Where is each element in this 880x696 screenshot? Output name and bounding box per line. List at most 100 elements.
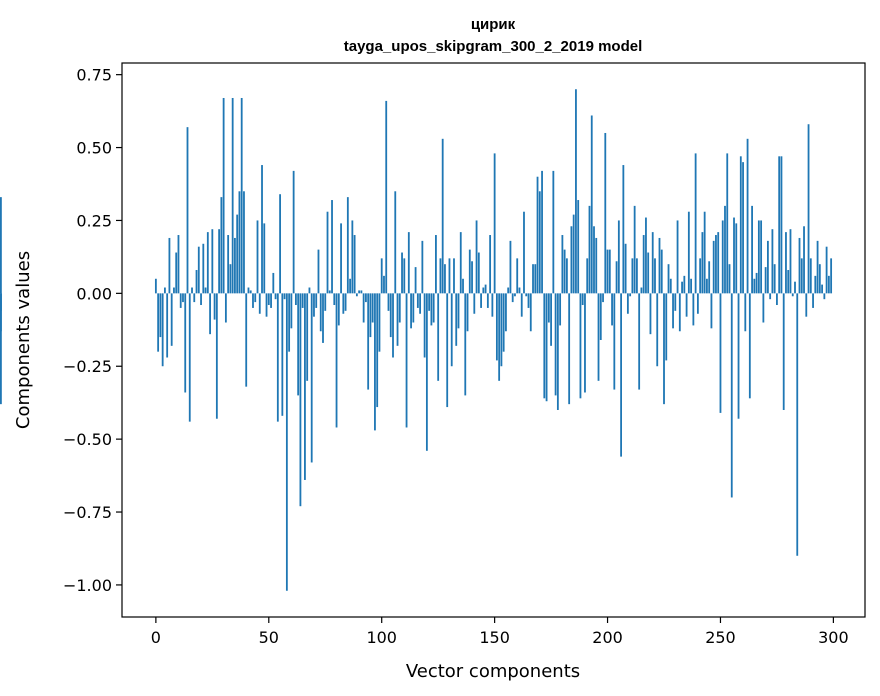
bar-269 bbox=[762, 293, 765, 323]
bar-188 bbox=[579, 293, 582, 399]
bar-107 bbox=[396, 293, 399, 346]
bar-255 bbox=[730, 293, 733, 498]
bar-1 bbox=[157, 293, 160, 352]
y-tick-label: −0.50 bbox=[63, 430, 112, 449]
bar-299 bbox=[830, 258, 833, 294]
bar-279 bbox=[785, 232, 787, 294]
bar-261 bbox=[744, 293, 747, 332]
bar-102 bbox=[385, 100, 388, 294]
plot-area-frame bbox=[121, 62, 866, 618]
bar-80 bbox=[335, 293, 338, 428]
bar-249 bbox=[717, 232, 720, 294]
bar-297 bbox=[825, 246, 828, 294]
bar-166 bbox=[529, 293, 532, 332]
bar-56 bbox=[281, 293, 284, 416]
bar-57 bbox=[283, 293, 286, 300]
bar-228 bbox=[669, 278, 672, 294]
bar-184 bbox=[570, 226, 573, 294]
bar-71 bbox=[315, 293, 318, 308]
bar-104 bbox=[389, 293, 392, 338]
bar-171 bbox=[541, 170, 543, 294]
bar-274 bbox=[773, 264, 776, 294]
bar-236 bbox=[687, 211, 690, 294]
bar-93 bbox=[365, 293, 367, 303]
bar-238 bbox=[692, 293, 695, 326]
bar-66 bbox=[304, 293, 306, 480]
bar-241 bbox=[699, 258, 702, 294]
bar-36 bbox=[236, 214, 239, 294]
bar-195 bbox=[595, 237, 598, 294]
bar-153 bbox=[500, 293, 503, 367]
bar-126 bbox=[439, 258, 442, 294]
y-axis-ticks: 0.75 0.50 0.25 0.00 −0.25 −0.50 −0.75 −1.00 bbox=[63, 66, 122, 595]
bar-132 bbox=[453, 258, 455, 294]
bar-42 bbox=[249, 290, 252, 294]
bar-123 bbox=[432, 293, 435, 323]
bar-271 bbox=[766, 240, 769, 294]
bar-221 bbox=[654, 258, 656, 294]
bar-59 bbox=[288, 293, 291, 352]
bar-44 bbox=[254, 293, 257, 303]
bar-25 bbox=[211, 229, 214, 294]
bar-178 bbox=[556, 293, 559, 410]
bar-14 bbox=[186, 127, 189, 294]
bar-43 bbox=[252, 293, 254, 308]
bar-282 bbox=[791, 293, 794, 297]
bar-10 bbox=[177, 235, 180, 294]
bar-207 bbox=[622, 165, 625, 294]
bar-51 bbox=[270, 293, 272, 308]
bar-34 bbox=[231, 97, 234, 294]
bar-179 bbox=[559, 293, 562, 326]
bar-275 bbox=[776, 293, 778, 306]
bar-283 bbox=[794, 281, 796, 294]
bar-138 bbox=[466, 293, 469, 332]
bar-81 bbox=[337, 293, 340, 326]
bar-96 bbox=[371, 293, 374, 323]
bar-92 bbox=[362, 293, 365, 323]
y-axis-label: Components values bbox=[13, 251, 34, 429]
bar-130 bbox=[448, 258, 451, 294]
bar-undefined bbox=[0, 293, 2, 332]
bar-58 bbox=[285, 293, 288, 591]
bar-45 bbox=[256, 220, 259, 294]
bar-201 bbox=[608, 249, 611, 294]
x-axis-ticks: 0 50 100 150 200 250 300 bbox=[151, 617, 849, 647]
bar-78 bbox=[331, 200, 333, 294]
bar-33 bbox=[229, 264, 232, 294]
bar-2 bbox=[159, 293, 162, 338]
bars-group bbox=[0, 89, 833, 591]
bar-268 bbox=[760, 220, 763, 294]
bar-243 bbox=[703, 211, 706, 294]
bar-19 bbox=[197, 246, 200, 294]
bar-219 bbox=[649, 293, 652, 335]
bar-170 bbox=[538, 191, 541, 294]
bar-217 bbox=[645, 217, 647, 294]
bar-99 bbox=[378, 293, 381, 352]
y-tick-label: −1.00 bbox=[63, 576, 112, 595]
bar-54 bbox=[276, 293, 279, 422]
bar-139 bbox=[468, 249, 471, 294]
x-axis-label: Vector components bbox=[406, 661, 580, 682]
y-tick-label: 0.50 bbox=[76, 139, 112, 158]
bar-159 bbox=[514, 293, 516, 297]
bar-146 bbox=[484, 284, 487, 294]
bar-206 bbox=[620, 293, 622, 457]
chart-subtitle: tayga_upos_skipgram_300_2_2019 model bbox=[344, 38, 643, 55]
x-tick-label: 250 bbox=[705, 628, 736, 647]
bar-61 bbox=[292, 170, 295, 294]
bar-204 bbox=[615, 261, 618, 294]
bar-248 bbox=[715, 235, 717, 294]
bar-264 bbox=[751, 205, 753, 294]
bar-53 bbox=[274, 293, 277, 300]
bar-103 bbox=[387, 293, 390, 311]
bar-119 bbox=[423, 293, 426, 358]
bar-161 bbox=[518, 287, 521, 294]
bar-218 bbox=[647, 252, 650, 294]
bar-101 bbox=[383, 275, 385, 294]
bar-35 bbox=[234, 237, 236, 294]
bar-141 bbox=[473, 293, 476, 314]
bar-231 bbox=[676, 220, 679, 294]
bar-196 bbox=[597, 293, 600, 381]
